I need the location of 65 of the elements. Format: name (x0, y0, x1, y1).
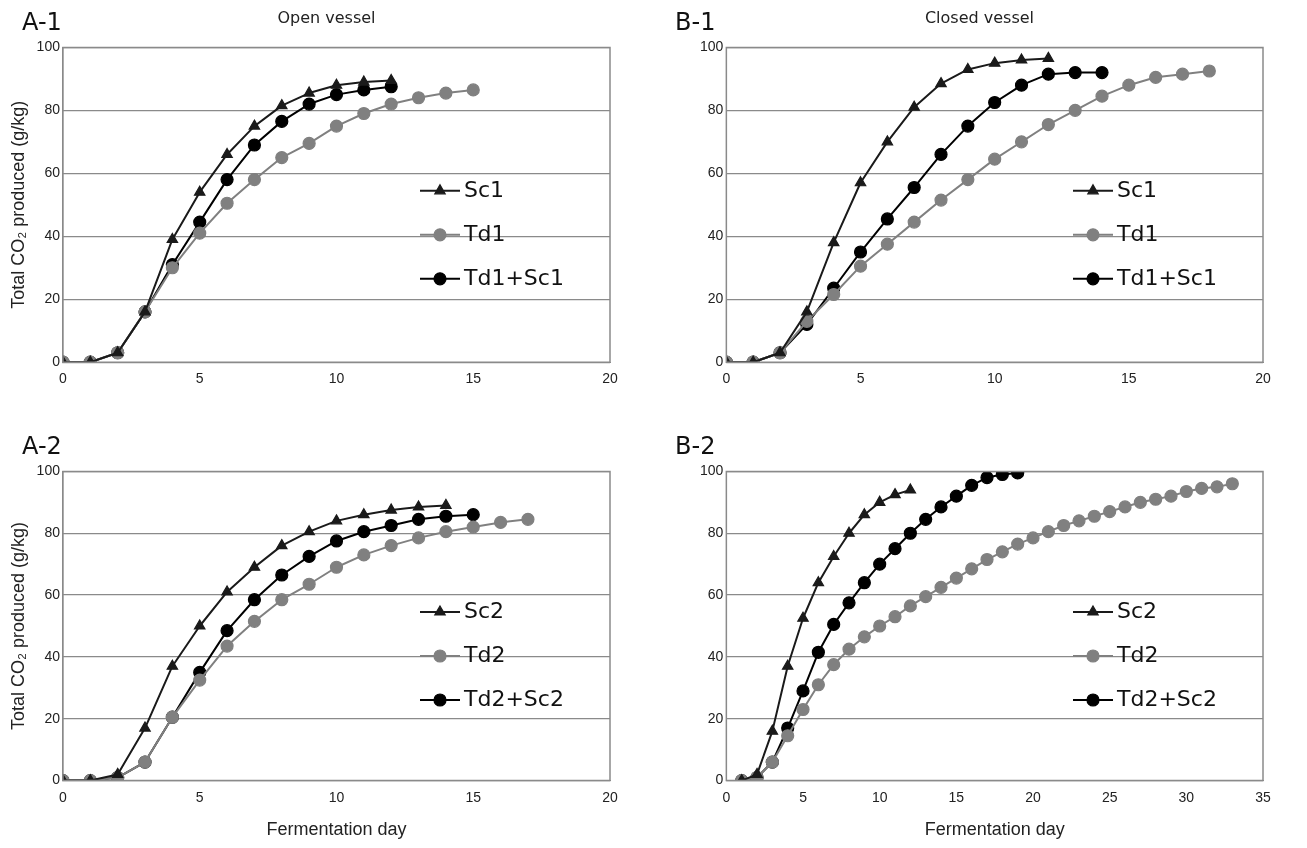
text: A-2 (22, 432, 62, 460)
y-tick-label: 60 (44, 164, 61, 181)
x-tick-label: 20 (602, 370, 618, 387)
y-tick-label: 80 (707, 524, 724, 541)
text: B-2 (675, 432, 716, 460)
legend-label: Td2 (463, 641, 506, 667)
legend-label: Td2+Sc2 (463, 685, 564, 711)
y-tick-label: 20 (44, 709, 61, 726)
y-tick-label: 40 (44, 647, 61, 664)
legend-label: Td2 (1116, 641, 1159, 667)
y-tick-label: 20 (707, 709, 724, 726)
y-tick-label: 40 (707, 647, 724, 664)
x-tick-label: 35 (1255, 788, 1271, 805)
x-tick-label: 10 (328, 370, 345, 387)
x-tick-label: 5 (856, 370, 865, 387)
x-tick-label: 20 (1255, 370, 1271, 387)
y-tick-label: 40 (44, 227, 61, 244)
legend-label: Td1 (463, 220, 506, 246)
y-tick-label: 40 (707, 227, 724, 244)
x-tick-label: 20 (602, 788, 618, 805)
y-tick-label: 100 (700, 462, 724, 479)
x-tick-label: 15 (1121, 370, 1137, 387)
legend-label: Td1+Sc1 (463, 264, 564, 290)
legend-label: Sc1 (1117, 176, 1158, 202)
y-tick-label: 0 (52, 353, 61, 370)
chart-title: Open vessel (277, 8, 376, 27)
y-tick-label: 100 (36, 462, 61, 479)
y-tick-label: 80 (707, 101, 724, 118)
legend-label: Td1 (1116, 220, 1159, 246)
legend-label: Td2+Sc2 (1116, 685, 1217, 711)
text: B-1 (675, 8, 716, 36)
text: A-1 (22, 8, 62, 36)
legend-label: Td1+Sc1 (1116, 264, 1217, 290)
y-tick-label: 80 (44, 524, 61, 541)
y-tick-label: 20 (44, 290, 61, 307)
y-tick-label: 60 (707, 164, 724, 181)
x-tick-label: 15 (465, 370, 482, 387)
legend-label: Sc2 (1117, 597, 1158, 623)
y-tick-label: 60 (707, 585, 724, 602)
x-tick-label: 15 (465, 788, 482, 805)
y-axis-title: Total CO₂ produced (g/kg) (7, 521, 28, 731)
x-tick-label: 30 (1178, 788, 1195, 805)
x-tick-label: 5 (195, 788, 204, 805)
y-tick-label: 0 (715, 771, 724, 788)
x-axis-title: Fermentation day (924, 819, 1065, 840)
y-tick-label: 100 (700, 38, 724, 55)
y-tick-label: 80 (44, 101, 61, 118)
chart-title: Closed vessel (924, 8, 1035, 27)
y-tick-label: 0 (715, 353, 724, 370)
x-tick-label: 10 (328, 788, 345, 805)
y-tick-label: 0 (52, 771, 61, 788)
x-tick-label: 10 (871, 788, 888, 805)
y-axis-title: Total CO₂ produced (g/kg) (7, 100, 28, 309)
legend-label: Sc1 (464, 176, 505, 202)
x-axis-title: Fermentation day (266, 819, 407, 840)
x-tick-label: 20 (1025, 788, 1042, 805)
x-tick-label: 10 (986, 370, 1003, 387)
y-tick-label: 100 (36, 38, 61, 55)
y-tick-label: 60 (44, 585, 61, 602)
x-tick-label: 5 (799, 788, 808, 805)
legend-label: Sc2 (464, 597, 505, 623)
y-tick-label: 20 (707, 290, 724, 307)
x-tick-label: 5 (195, 370, 204, 387)
x-tick-label: 15 (948, 788, 965, 805)
x-tick-label: 25 (1101, 788, 1118, 805)
